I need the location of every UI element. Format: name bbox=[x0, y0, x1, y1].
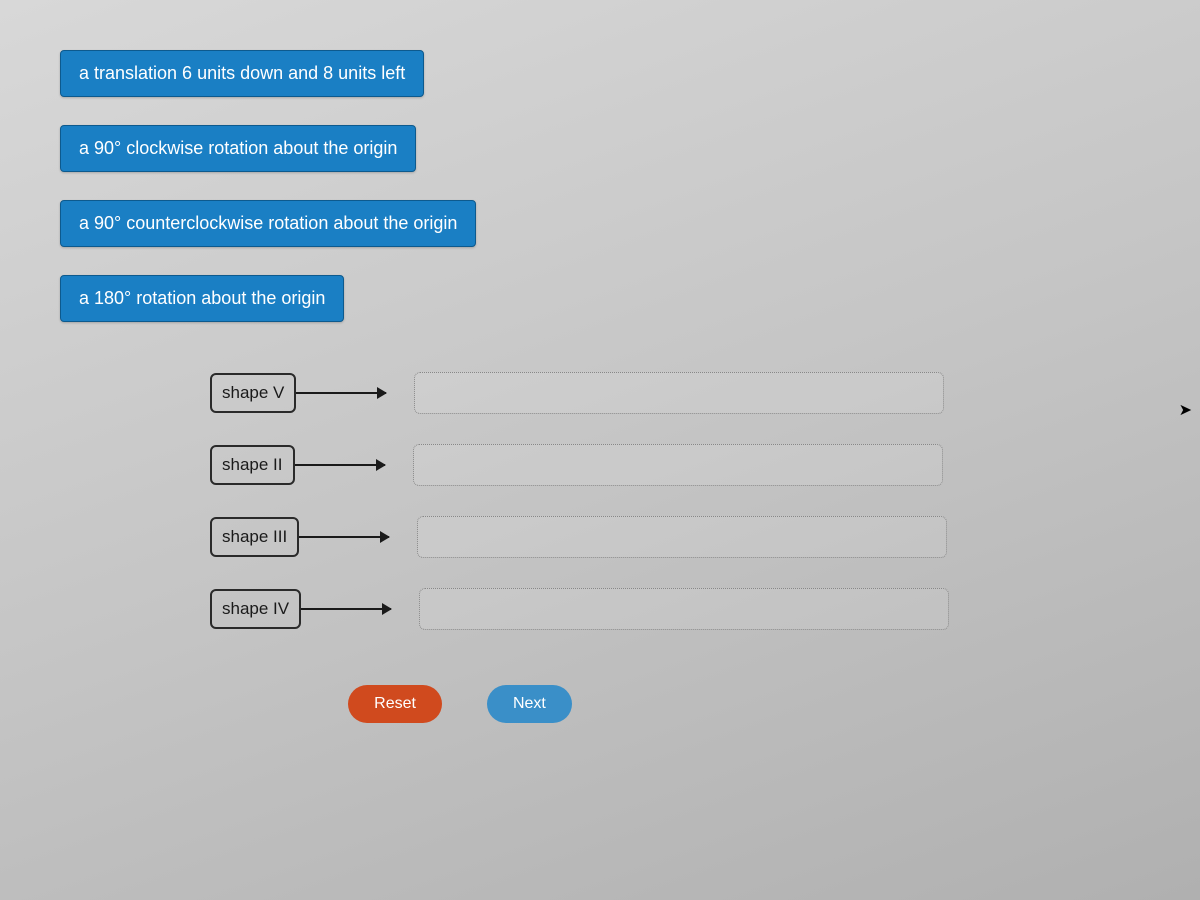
shape-label-iii: shape III bbox=[210, 517, 299, 557]
drop-zone-shape-iv[interactable] bbox=[419, 588, 949, 630]
mapping-row: shape V bbox=[210, 372, 1140, 414]
button-row: Reset Next bbox=[60, 685, 660, 723]
mapping-row: shape II bbox=[210, 444, 1140, 486]
drop-zone-shape-iii[interactable] bbox=[417, 516, 947, 558]
shape-label-ii: shape II bbox=[210, 445, 295, 485]
draggable-option-translation[interactable]: a translation 6 units down and 8 units l… bbox=[60, 50, 424, 97]
draggable-option-90-counterclockwise[interactable]: a 90° counterclockwise rotation about th… bbox=[60, 200, 476, 247]
draggable-option-90-clockwise[interactable]: a 90° clockwise rotation about the origi… bbox=[60, 125, 416, 172]
arrow-icon bbox=[299, 536, 389, 538]
quiz-container: a translation 6 units down and 8 units l… bbox=[0, 0, 1200, 753]
draggable-option-180-rotation[interactable]: a 180° rotation about the origin bbox=[60, 275, 344, 322]
arrow-icon bbox=[296, 392, 386, 394]
shape-label-v: shape V bbox=[210, 373, 296, 413]
mapping-row: shape III bbox=[210, 516, 1140, 558]
arrow-icon bbox=[295, 464, 385, 466]
reset-button[interactable]: Reset bbox=[348, 685, 442, 723]
draggable-options-list: a translation 6 units down and 8 units l… bbox=[60, 50, 1140, 322]
drop-zone-shape-ii[interactable] bbox=[413, 444, 943, 486]
drop-zone-shape-v[interactable] bbox=[414, 372, 944, 414]
mapping-section: shape V shape II shape III shape IV bbox=[60, 372, 1140, 630]
shape-label-iv: shape IV bbox=[210, 589, 301, 629]
mapping-row: shape IV bbox=[210, 588, 1140, 630]
arrow-icon bbox=[301, 608, 391, 610]
next-button[interactable]: Next bbox=[487, 685, 572, 723]
